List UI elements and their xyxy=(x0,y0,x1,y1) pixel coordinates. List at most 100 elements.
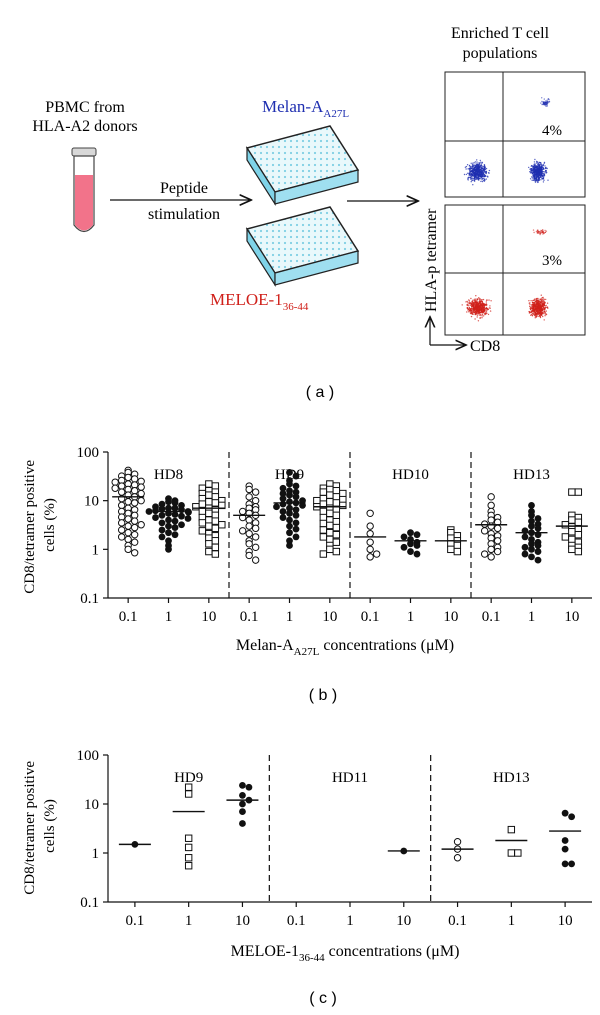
data-point xyxy=(184,843,193,852)
data-point xyxy=(332,538,341,546)
data-point xyxy=(413,550,421,558)
data-point xyxy=(245,540,253,548)
x-tick-label: 0.1 xyxy=(361,609,380,625)
x-tick-label: 1 xyxy=(185,913,193,929)
results-title-line2: populations xyxy=(463,45,538,62)
panel-a: PBMC from HLA-A2 donors Peptide stimulat… xyxy=(32,25,586,401)
group-label: HD9 xyxy=(174,770,203,786)
x-tick-label: 10 xyxy=(322,609,337,625)
data-point xyxy=(574,547,583,556)
data-point xyxy=(332,499,341,507)
data-point xyxy=(561,521,570,529)
data-point xyxy=(286,537,293,545)
data-point xyxy=(561,837,569,844)
data-point xyxy=(117,482,126,490)
data-point xyxy=(514,849,522,857)
x-tick-label: 1 xyxy=(528,609,536,625)
data-point xyxy=(251,533,260,541)
data-point xyxy=(561,809,569,817)
data-point xyxy=(158,505,166,513)
data-point xyxy=(171,511,179,518)
data-point xyxy=(251,496,260,505)
data-point xyxy=(205,516,213,524)
x-tick-label: 1 xyxy=(346,913,354,929)
data-point xyxy=(528,545,535,553)
data-point xyxy=(205,480,213,488)
data-point xyxy=(137,496,145,505)
data-point xyxy=(245,485,253,494)
group-label: HD11 xyxy=(332,770,368,786)
data-point xyxy=(326,528,334,537)
data-point xyxy=(165,545,172,553)
x-tick-label: 10 xyxy=(201,609,216,625)
data-point xyxy=(453,854,462,862)
data-point xyxy=(239,800,246,808)
data-point xyxy=(198,527,207,535)
data-point xyxy=(171,504,179,512)
data-point xyxy=(286,491,293,499)
data-point xyxy=(400,533,408,541)
data-point xyxy=(198,519,207,527)
panel-c-y-label: CD8/tetramer positive cells (%) xyxy=(22,757,58,894)
panel-c-x-label: MELOE-136-44 concentrations (μM) xyxy=(231,943,460,964)
data-point xyxy=(366,553,374,561)
data-point xyxy=(568,545,576,554)
data-point xyxy=(211,517,220,525)
data-point xyxy=(279,514,287,521)
data-point xyxy=(292,525,300,533)
data-point xyxy=(137,489,145,498)
x-tick-label: 10 xyxy=(564,609,579,625)
data-point xyxy=(286,529,293,537)
data-point xyxy=(319,550,328,558)
data-point xyxy=(487,522,495,530)
data-point xyxy=(480,550,489,558)
data-point xyxy=(568,528,576,536)
data-point xyxy=(528,553,535,561)
flow-y-axis-label: HLA-p tetramer xyxy=(423,208,440,312)
panel-c-caption: ( c ) xyxy=(309,990,337,1007)
plate-label-meloe: MELOE-136-44 xyxy=(210,290,309,313)
data-point xyxy=(251,556,260,564)
data-point xyxy=(124,545,132,554)
data-point xyxy=(279,495,287,503)
data-point xyxy=(366,538,374,546)
data-point xyxy=(326,498,334,506)
data-point xyxy=(198,507,207,516)
data-point xyxy=(528,522,535,530)
data-point xyxy=(339,501,347,510)
data-point xyxy=(198,500,207,508)
y-tick-label: 0.1 xyxy=(80,895,99,911)
data-point xyxy=(407,548,414,555)
data-point xyxy=(286,480,293,488)
panel-b-caption: ( b ) xyxy=(309,687,337,704)
data-point xyxy=(453,547,462,556)
data-point xyxy=(286,469,293,476)
data-point xyxy=(286,516,293,524)
data-point xyxy=(453,541,462,550)
data-point xyxy=(534,524,542,532)
test-tube-icon xyxy=(71,147,97,233)
data-point xyxy=(313,496,321,505)
panel-b-x-label: Melan-AA27L concentrations (μM) xyxy=(236,637,454,658)
data-point xyxy=(245,516,253,524)
data-point xyxy=(130,549,139,557)
data-point xyxy=(211,499,220,507)
data-point xyxy=(292,533,300,541)
data-point xyxy=(238,527,247,535)
data-point xyxy=(534,556,542,564)
data-point xyxy=(117,526,126,534)
data-point xyxy=(130,475,139,483)
y-tick-label: 100 xyxy=(77,748,100,764)
data-point xyxy=(326,491,334,499)
data-point xyxy=(407,540,414,548)
panel-a-caption: ( a ) xyxy=(306,384,334,401)
x-tick-label: 1 xyxy=(407,609,415,625)
x-tick-label: 0.1 xyxy=(482,609,501,625)
flow-axes: HLA-p tetramer CD8 xyxy=(423,208,500,355)
flow-plot-meloe: 3% xyxy=(444,204,586,336)
data-point xyxy=(171,524,179,531)
plate-icon-meloe xyxy=(245,206,360,288)
data-point xyxy=(130,523,139,532)
x-tick-label: 0.1 xyxy=(119,609,138,625)
